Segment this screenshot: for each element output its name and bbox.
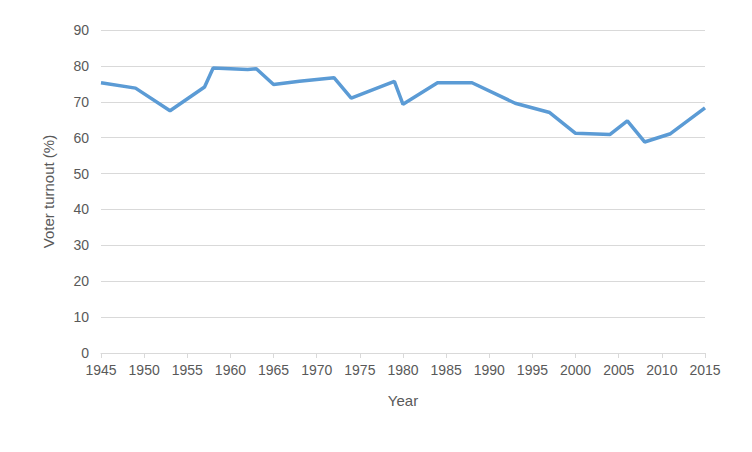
svg-text:0: 0 — [81, 345, 89, 361]
svg-text:2000: 2000 — [560, 362, 591, 378]
svg-text:20: 20 — [73, 273, 89, 289]
svg-text:Voter turnout (%): Voter turnout (%) — [40, 135, 57, 248]
svg-text:60: 60 — [73, 130, 89, 146]
svg-text:30: 30 — [73, 237, 89, 253]
svg-text:2005: 2005 — [603, 362, 634, 378]
svg-text:1950: 1950 — [129, 362, 160, 378]
svg-text:1955: 1955 — [172, 362, 203, 378]
svg-text:10: 10 — [73, 309, 89, 325]
svg-text:50: 50 — [73, 166, 89, 182]
svg-text:1960: 1960 — [215, 362, 246, 378]
svg-text:2010: 2010 — [646, 362, 677, 378]
svg-text:1980: 1980 — [387, 362, 418, 378]
svg-text:1995: 1995 — [517, 362, 548, 378]
svg-text:80: 80 — [73, 58, 89, 74]
svg-text:1945: 1945 — [85, 362, 116, 378]
svg-text:70: 70 — [73, 94, 89, 110]
svg-text:1970: 1970 — [301, 362, 332, 378]
svg-text:1975: 1975 — [344, 362, 375, 378]
svg-text:2015: 2015 — [689, 362, 720, 378]
svg-text:1965: 1965 — [258, 362, 289, 378]
svg-text:1985: 1985 — [431, 362, 462, 378]
svg-text:Year: Year — [388, 392, 418, 409]
svg-text:90: 90 — [73, 22, 89, 38]
svg-text:1990: 1990 — [474, 362, 505, 378]
svg-text:40: 40 — [73, 201, 89, 217]
